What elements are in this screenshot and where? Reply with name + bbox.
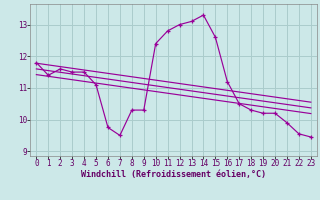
X-axis label: Windchill (Refroidissement éolien,°C): Windchill (Refroidissement éolien,°C) bbox=[81, 170, 266, 179]
